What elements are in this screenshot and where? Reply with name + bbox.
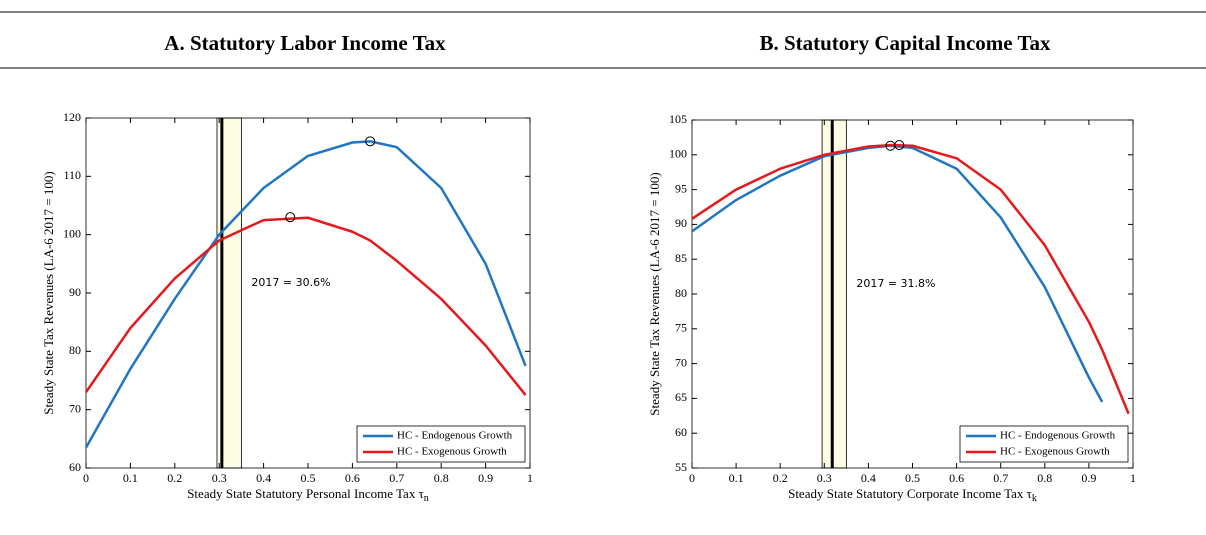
peak-marker bbox=[365, 136, 376, 147]
x-tick-label: 0.2 bbox=[167, 471, 182, 485]
y-tick-label: 60 bbox=[69, 460, 81, 474]
y-tick-label: 85 bbox=[675, 251, 687, 265]
axes-box bbox=[85, 117, 531, 469]
x-tick-label: 0.1 bbox=[123, 471, 138, 485]
x-tick-label: 0.1 bbox=[729, 471, 744, 485]
series-line bbox=[691, 144, 1104, 403]
x-tick-label: 0.3 bbox=[817, 471, 832, 485]
y-tick-label: 80 bbox=[69, 343, 81, 357]
y-tick-label: 55 bbox=[675, 460, 687, 474]
peak-marker bbox=[894, 140, 905, 151]
x-tick-label: 0.9 bbox=[478, 471, 493, 485]
legend-label: HC - Endogenous Growth bbox=[397, 430, 513, 442]
panel-title: A. Statutory Labor Income Tax bbox=[164, 31, 446, 55]
x-axis-label: Steady State Statutory Personal Income T… bbox=[187, 486, 429, 504]
series-line bbox=[84, 140, 527, 449]
series-line bbox=[691, 143, 1130, 415]
x-tick-label: 0.3 bbox=[212, 471, 227, 485]
x-tick-label: 1 bbox=[527, 471, 533, 485]
x-tick-label: 0.8 bbox=[1037, 471, 1052, 485]
y-tick-label: 100 bbox=[669, 147, 687, 161]
y-tick-label: 80 bbox=[675, 286, 687, 300]
x-tick-label: 0.6 bbox=[345, 471, 360, 485]
y-axis-label: Steady State Tax Revenues (LA-6 2017 = 1… bbox=[647, 172, 662, 415]
y-tick-label: 90 bbox=[675, 216, 687, 230]
x-tick-label: 0.2 bbox=[773, 471, 788, 485]
x-tick-label: 0.5 bbox=[905, 471, 920, 485]
y-tick-label: 110 bbox=[63, 168, 81, 182]
x-axis-label-main: Steady State Statutory Corporate Income … bbox=[788, 486, 1032, 501]
x-tick-label: 0.9 bbox=[1081, 471, 1096, 485]
axes-box bbox=[691, 119, 1134, 469]
x-axis-label-sub: n bbox=[424, 493, 429, 504]
annotation: 2017 = 30.6% bbox=[251, 276, 330, 289]
legend-label: HC - Exogenous Growth bbox=[397, 446, 507, 458]
x-tick-label: 0.6 bbox=[949, 471, 964, 485]
x-tick-label: 0.7 bbox=[389, 471, 404, 485]
legend-label: HC - Exogenous Growth bbox=[1000, 446, 1110, 458]
y-tick-label: 120 bbox=[63, 110, 81, 124]
peak-marker bbox=[285, 212, 296, 223]
legend-box bbox=[356, 425, 526, 463]
legend-label: HC - Endogenous Growth bbox=[1000, 430, 1116, 442]
legend-box bbox=[959, 425, 1129, 463]
x-tick-label: 0 bbox=[689, 471, 695, 485]
y-tick-label: 95 bbox=[675, 181, 687, 195]
x-tick-label: 0.4 bbox=[861, 471, 876, 485]
y-tick-label: 70 bbox=[675, 355, 687, 369]
x-tick-label: 0.7 bbox=[993, 471, 1008, 485]
x-tick-label: 1 bbox=[1130, 471, 1136, 485]
y-tick-label: 105 bbox=[669, 112, 687, 126]
x-axis-label-main: Steady State Statutory Personal Income T… bbox=[187, 486, 424, 501]
x-tick-label: 0.8 bbox=[434, 471, 449, 485]
band bbox=[821, 119, 847, 469]
y-tick-label: 90 bbox=[69, 285, 81, 299]
x-tick-label: 0.5 bbox=[301, 471, 316, 485]
y-tick-label: 75 bbox=[675, 321, 687, 335]
x-tick-label: 0 bbox=[83, 471, 89, 485]
y-tick-label: 70 bbox=[69, 401, 81, 415]
y-axis-label: Steady State Tax Revenues (LA-6 2017 = 1… bbox=[41, 171, 56, 414]
y-tick-label: 65 bbox=[675, 390, 687, 404]
y-tick-label: 100 bbox=[63, 226, 81, 240]
annotation: 2017 = 31.8% bbox=[856, 277, 935, 290]
x-axis-label: Steady State Statutory Corporate Income … bbox=[788, 486, 1037, 504]
y-tick-label: 60 bbox=[675, 425, 687, 439]
x-tick-label: 0.4 bbox=[256, 471, 271, 485]
x-axis-label-sub: k bbox=[1032, 493, 1037, 504]
panel-title: B. Statutory Capital Income Tax bbox=[759, 31, 1051, 55]
series-line bbox=[84, 216, 527, 396]
